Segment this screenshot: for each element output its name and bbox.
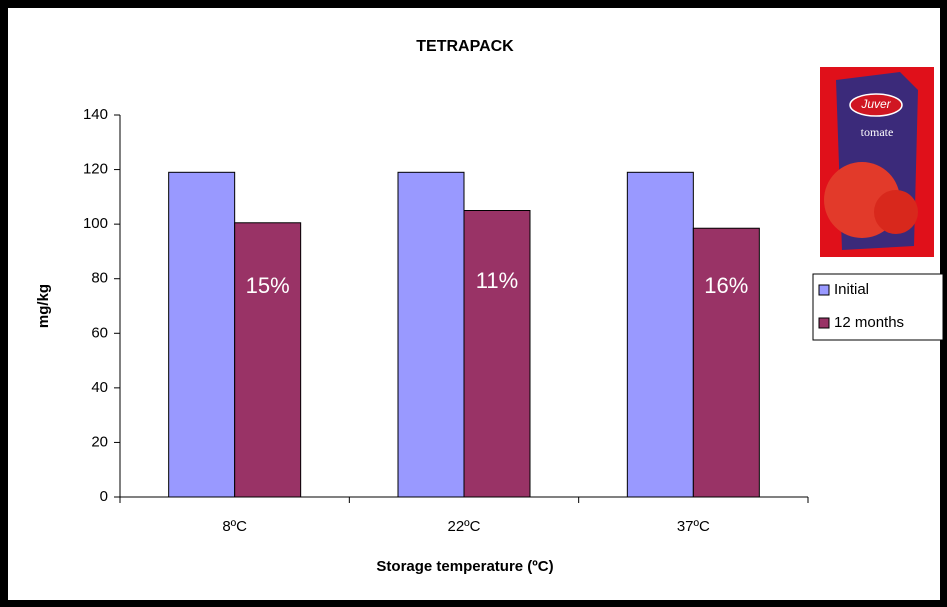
x-tick-label: 22ºC: [448, 518, 481, 535]
y-tick-label: 20: [91, 433, 108, 450]
bar: [234, 222, 302, 498]
y-axis-title: mg/kg: [35, 284, 52, 328]
product-image: Juver tomate: [820, 67, 934, 257]
brand-badge: [849, 93, 903, 117]
y-tick-label: 40: [91, 379, 108, 396]
y-tick-label: 100: [83, 215, 108, 232]
y-tick-label: 80: [91, 270, 108, 287]
annotation: 15%: [246, 273, 290, 298]
y-tick-label: 120: [83, 161, 108, 178]
x-axis-title: Storage temperature (ºC): [376, 558, 553, 575]
bar: [626, 171, 694, 498]
x-tick-label: 8ºC: [222, 518, 247, 535]
legend-label: Initial: [834, 281, 869, 298]
legend-swatch: [818, 317, 830, 329]
bar: [463, 210, 531, 498]
tomato: [874, 190, 918, 234]
label-text: tomate: [861, 125, 894, 139]
y-tick-label: 60: [91, 324, 108, 341]
brand-text: Juver: [860, 97, 891, 111]
y-tick-label: 0: [100, 488, 108, 505]
legend-label: 12 months: [834, 314, 904, 331]
legend-box: [812, 273, 944, 341]
annotation: 16%: [704, 273, 748, 298]
x-tick-label: 37ºC: [677, 518, 710, 535]
bar: [692, 227, 760, 498]
y-tick-label: 140: [83, 106, 108, 123]
bar: [168, 171, 236, 498]
chart-title: TETRAPACK: [416, 38, 514, 55]
annotation: 11%: [476, 268, 518, 293]
bar: [397, 171, 465, 498]
legend-swatch: [818, 284, 830, 296]
